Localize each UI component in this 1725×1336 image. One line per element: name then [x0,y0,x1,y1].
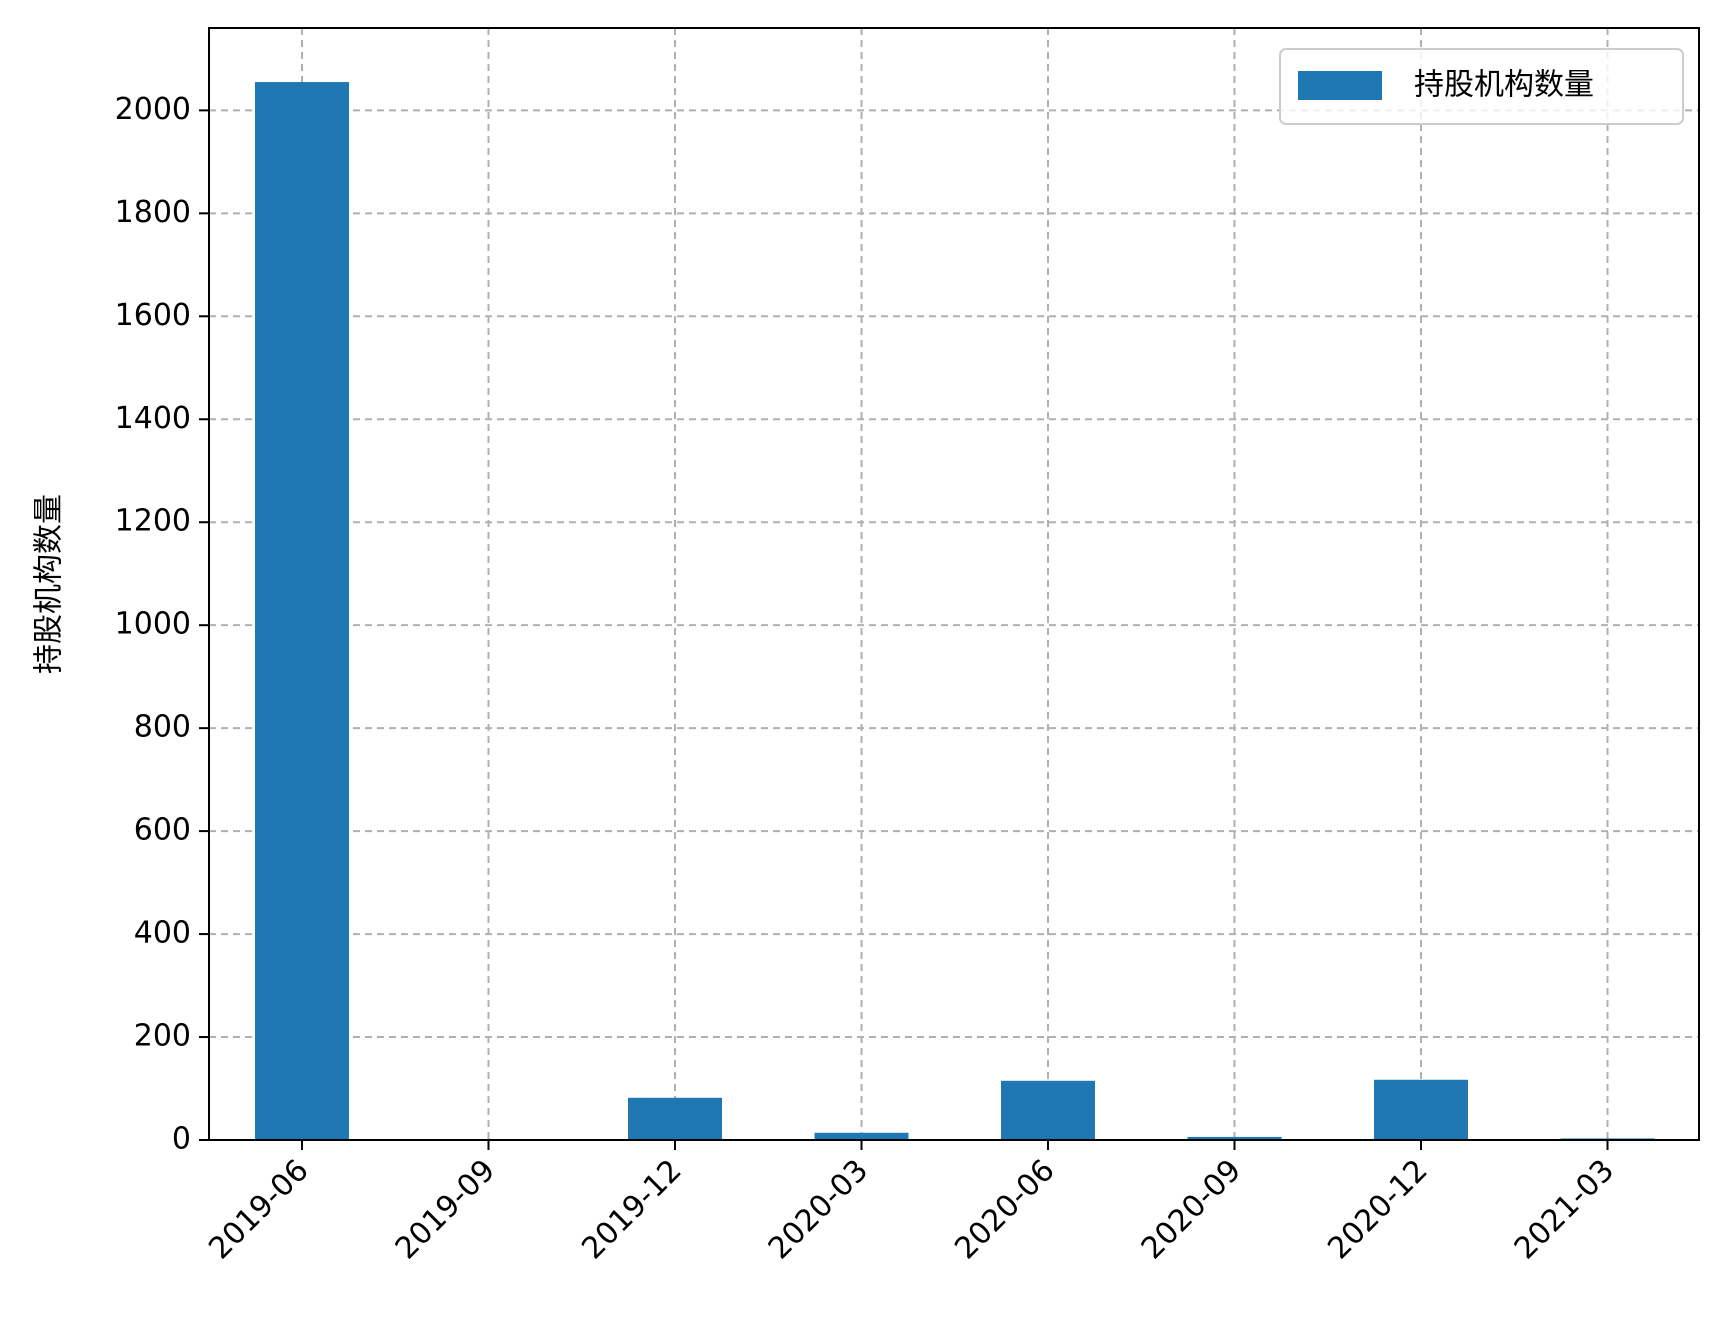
y-tick-label: 1200 [115,504,191,539]
legend-box [1279,48,1684,125]
y-tick-label: 1400 [115,401,191,436]
legend-label: 持股机构数量 [1414,68,1594,103]
y-tick-label: 0 [172,1122,191,1157]
y-tick-label: 1800 [115,195,191,230]
bars [255,82,1655,1141]
y-tick-label: 200 [134,1019,191,1054]
y-tick-label: 800 [134,710,191,745]
plot-frame [208,27,1700,1141]
x-tick-label: 2020-03 [762,1153,875,1266]
x-tick-label: 2020-06 [948,1153,1061,1266]
y-tick-label: 2000 [115,92,191,127]
legend-swatch [1298,71,1382,100]
y-tick-label: 1000 [115,607,191,642]
x-tick-label: 2021-03 [1508,1153,1621,1266]
x-tick-label: 2019-06 [202,1153,315,1266]
x-tick-label: 2019-09 [389,1153,502,1266]
y-tick-label: 1600 [115,298,191,333]
bar-2020-03 [814,1132,909,1140]
x-tick-label: 2020-12 [1321,1153,1434,1266]
y-tick-label: 400 [134,916,191,951]
y-axis-label: 持股机构数量 [32,494,67,674]
x-tick-label: 2020-09 [1135,1153,1248,1266]
bar-2020-12 [1374,1079,1468,1140]
y-tick-label: 600 [134,813,191,848]
grid-lines [209,28,1699,1141]
x-tick-label: 2019-12 [575,1153,688,1266]
bar-2019-06 [255,82,349,1141]
legend: 持股机构数量 [1279,48,1684,125]
bar-2020-09 [1187,1136,1282,1140]
bar-2019-12 [628,1097,722,1140]
bar-2020-06 [1001,1080,1095,1140]
